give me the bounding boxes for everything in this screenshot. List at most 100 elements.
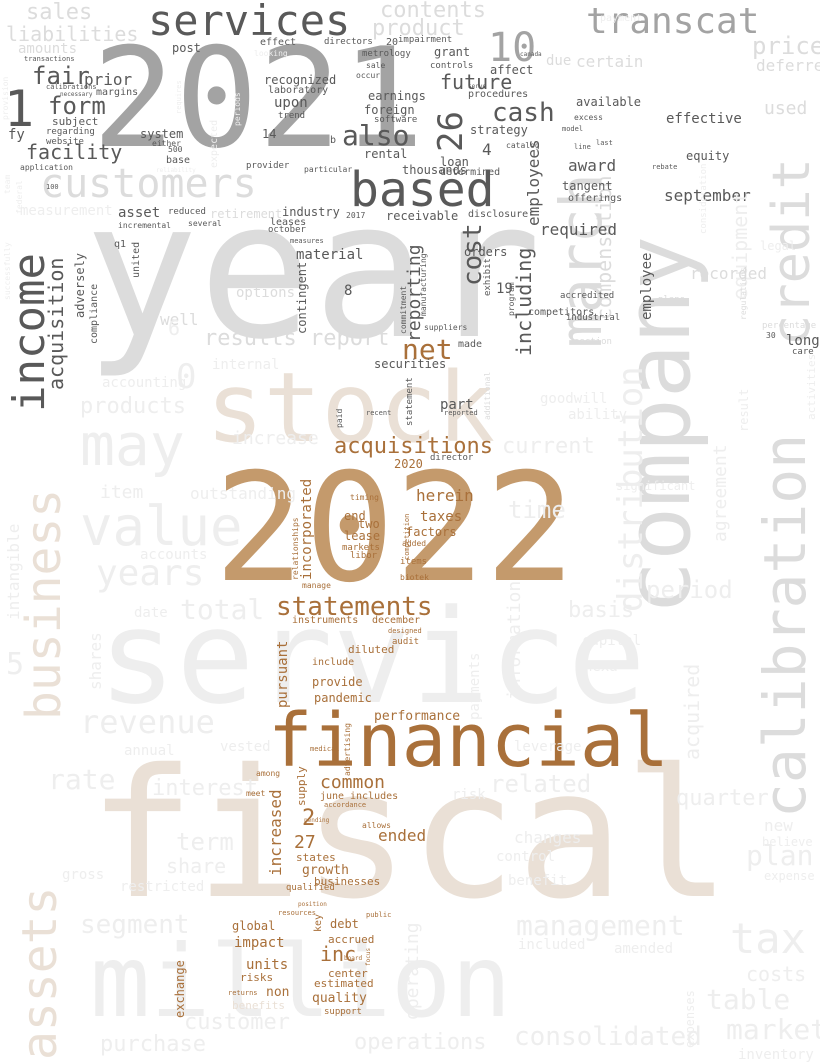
word-strategy: strategy <box>470 123 528 137</box>
word-key: key <box>313 913 324 932</box>
word-2017: 2017 <box>346 211 366 220</box>
word-contingent: contingent <box>295 261 309 334</box>
word-acquisition: acquisition <box>44 257 68 390</box>
word-interest: interest <box>152 776 258 801</box>
word-accounts: accounts <box>140 547 208 563</box>
word-accrued: accrued <box>328 933 375 946</box>
word-stock: stock <box>206 352 495 464</box>
word-2: 2 <box>302 806 316 831</box>
word-amended: amended <box>614 941 674 957</box>
word-future: future <box>440 70 513 94</box>
word-table: table <box>706 983 791 1016</box>
word-measurement: measurement <box>20 203 113 219</box>
word-biotek: biotek <box>400 573 429 582</box>
word-item: item <box>100 482 144 503</box>
word-adversely: adversely <box>73 252 87 318</box>
word-grant: grant <box>434 45 471 59</box>
word-exhibit: exhibit <box>483 258 493 296</box>
word-september: september <box>664 186 751 205</box>
word-resources: resources <box>278 909 316 917</box>
word-qualified: qualified <box>286 883 335 893</box>
word-recorded: recorded <box>690 264 768 283</box>
word-markets: markets <box>342 543 380 553</box>
word-loan: loan <box>440 155 469 169</box>
word-19: 19 <box>496 281 513 297</box>
word-lease: lease <box>344 529 381 543</box>
word-6: 6 <box>168 316 181 340</box>
word-position: position <box>298 901 327 908</box>
word-occur: occur <box>356 71 381 80</box>
word-performance: performance <box>374 709 461 724</box>
word-controls: controls <box>430 61 474 71</box>
word-8: 8 <box>344 283 353 299</box>
word-regulations: regulations <box>739 267 748 320</box>
word-million: million <box>90 923 512 1040</box>
word-expenses: expenses <box>683 990 697 1048</box>
word-plans: plans <box>658 295 686 305</box>
word-report: report <box>310 326 390 351</box>
word-price: price <box>752 32 820 60</box>
word-increase: increase <box>232 428 319 449</box>
word-statement: statement <box>405 377 415 426</box>
word-periods: periods <box>233 92 242 126</box>
word-based: based <box>350 162 495 218</box>
word-includes: includes <box>350 791 399 802</box>
word-offerings: offerings <box>568 193 623 204</box>
word-ability: ability <box>568 407 628 423</box>
word-retirement: retirement <box>210 207 283 221</box>
word-october: october <box>268 225 306 235</box>
word-contents: contents <box>380 0 486 23</box>
word-5: 5 <box>6 647 25 682</box>
word-include: include <box>312 657 355 668</box>
word-december: december <box>372 615 421 626</box>
word-award: award <box>568 156 617 175</box>
word-shares: shares <box>86 632 105 690</box>
word-percentage: percentage <box>762 321 817 331</box>
word-intangible: intangible <box>4 523 23 620</box>
word-manufacturing: manufacturing <box>419 253 428 316</box>
word-consolidated: consolidated <box>514 1022 702 1052</box>
word-management: management <box>516 909 685 942</box>
word-accredited: accredited <box>560 291 615 301</box>
word-metrology: metrology <box>362 49 411 59</box>
word-paid: paid <box>335 408 344 428</box>
word-may: may <box>80 411 185 479</box>
word-post: post <box>172 41 201 55</box>
word-increased: increased <box>266 789 285 876</box>
word-reduced: reduced <box>168 207 206 217</box>
word-0: 0 <box>176 357 197 397</box>
word-form: form <box>48 92 106 120</box>
word-liabilities: liabilities <box>6 22 139 46</box>
word-audit: audit <box>392 637 420 647</box>
word-1: 1 <box>4 80 35 138</box>
word-2022: 2022 <box>214 442 576 616</box>
word-impairment: impairment <box>398 35 453 45</box>
word-allows: allows <box>362 821 391 830</box>
word-supply: supply <box>295 766 308 806</box>
word-team: team <box>3 174 12 194</box>
word-accounting: accounting <box>102 375 187 391</box>
word-libor: libor <box>350 551 378 561</box>
word-among: among <box>256 769 281 778</box>
word-acquisitions: acquisitions <box>334 434 493 459</box>
word-meet: meet <box>246 789 266 798</box>
word-statements: statements <box>276 592 433 622</box>
word-consideration: consideration <box>699 163 709 234</box>
word-director: director <box>430 453 474 463</box>
word-benefit: benefit <box>508 873 568 889</box>
word-vested: vested <box>220 739 271 755</box>
word-basis: basis <box>568 598 635 623</box>
word-quality: quality <box>312 991 367 1006</box>
word-accordance: accordance <box>324 801 367 809</box>
word-factors: factors <box>406 525 457 539</box>
word-upon: upon <box>274 95 308 111</box>
word-calibration: calibration <box>751 433 819 818</box>
word-necessary: necessary <box>60 91 93 98</box>
word-asset: asset <box>118 205 161 221</box>
word-customers: customers <box>40 161 257 207</box>
word-options: options <box>236 285 296 301</box>
word-application: application <box>20 163 73 172</box>
word-focus: focus <box>365 947 372 966</box>
word-goodwill: goodwill <box>540 391 608 407</box>
word-public: public <box>366 911 392 919</box>
